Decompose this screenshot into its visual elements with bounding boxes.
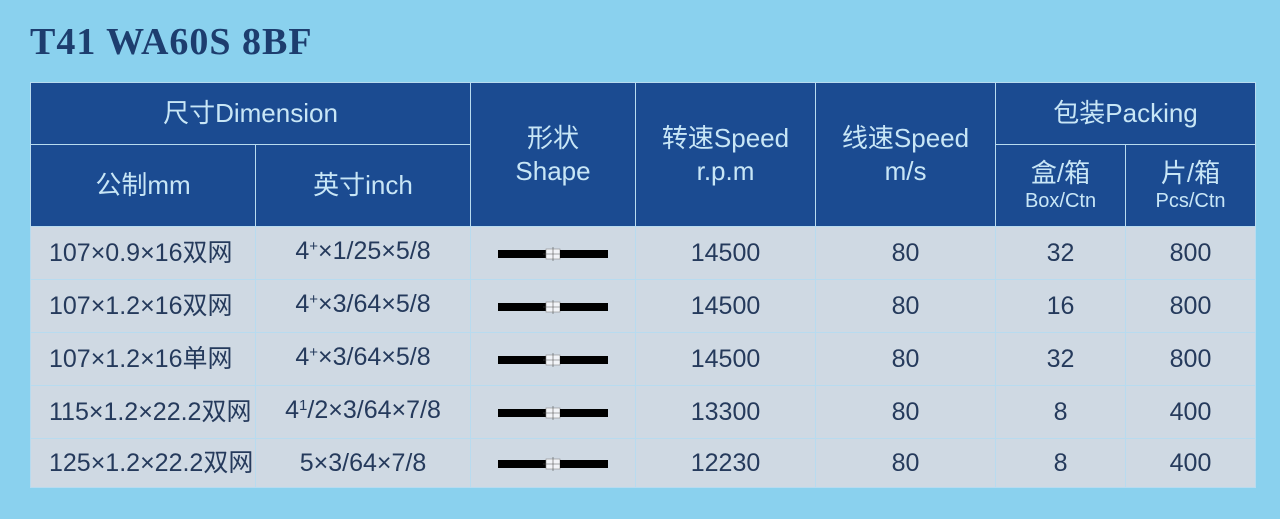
cell-shape (471, 333, 636, 386)
cell-box: 32 (996, 333, 1126, 386)
cell-mm: 107×1.2×16单网 (31, 333, 256, 386)
table-row: 115×1.2×22.2双网41/2×3/64×7/8 13300808400 (31, 386, 1256, 439)
cell-box: 32 (996, 227, 1126, 280)
cell-box: 8 (996, 439, 1126, 488)
disc-shape-icon (498, 353, 608, 367)
cell-rpm: 14500 (636, 227, 816, 280)
cell-rpm: 14500 (636, 333, 816, 386)
header-box-l1: 盒/箱 (996, 157, 1125, 190)
cell-inch: 4+×1/25×5/8 (256, 227, 471, 280)
table-row: 125×1.2×22.2双网5×3/64×7/8 12230808400 (31, 439, 1256, 488)
header-pcs: 片/箱 Pcs/Ctn (1126, 145, 1256, 227)
cell-inch: 41/2×3/64×7/8 (256, 386, 471, 439)
cell-inch: 4+×3/64×5/8 (256, 280, 471, 333)
header-mm: 公制mm (31, 145, 256, 227)
cell-mm: 107×0.9×16双网 (31, 227, 256, 280)
header-pcs-l2: Pcs/Ctn (1126, 189, 1255, 214)
disc-shape-icon (498, 247, 608, 261)
table-row: 107×1.2×16双网4+×3/64×5/8 145008016800 (31, 280, 1256, 333)
header-shape-l1: 形状 (471, 122, 635, 155)
cell-pcs: 400 (1126, 386, 1256, 439)
cell-ms: 80 (816, 280, 996, 333)
cell-box: 16 (996, 280, 1126, 333)
cell-pcs: 800 (1126, 227, 1256, 280)
cell-box: 8 (996, 386, 1126, 439)
cell-mm: 107×1.2×16双网 (31, 280, 256, 333)
cell-shape (471, 386, 636, 439)
header-box-l2: Box/Ctn (996, 189, 1125, 214)
cell-inch: 4+×3/64×5/8 (256, 333, 471, 386)
table-row: 107×0.9×16双网4+×1/25×5/8 145008032800 (31, 227, 1256, 280)
header-ms-l2: m/s (816, 155, 995, 188)
cell-ms: 80 (816, 439, 996, 488)
header-shape-l2: Shape (471, 155, 635, 188)
disc-shape-icon (498, 300, 608, 314)
disc-shape-icon (498, 457, 608, 471)
cell-shape (471, 227, 636, 280)
cell-ms: 80 (816, 227, 996, 280)
disc-shape-icon (498, 406, 608, 420)
cell-inch: 5×3/64×7/8 (256, 439, 471, 488)
header-rpm-l2: r.p.m (636, 155, 815, 188)
header-ms-l1: 线速Speed (816, 122, 995, 155)
cell-rpm: 13300 (636, 386, 816, 439)
cell-mm: 125×1.2×22.2双网 (31, 439, 256, 488)
cell-pcs: 800 (1126, 333, 1256, 386)
header-box: 盒/箱 Box/Ctn (996, 145, 1126, 227)
cell-pcs: 800 (1126, 280, 1256, 333)
header-rpm-l1: 转速Speed (636, 122, 815, 155)
header-pcs-l1: 片/箱 (1126, 157, 1255, 190)
cell-rpm: 14500 (636, 280, 816, 333)
cell-shape (471, 439, 636, 488)
cell-mm: 115×1.2×22.2双网 (31, 386, 256, 439)
page-title: T41 WA60S 8BF (30, 20, 1250, 64)
cell-pcs: 400 (1126, 439, 1256, 488)
table-row: 107×1.2×16单网4+×3/64×5/8 145008032800 (31, 333, 1256, 386)
cell-rpm: 12230 (636, 439, 816, 488)
spec-table: 尺寸Dimension 形状 Shape 转速Speed r.p.m 线速Spe… (30, 82, 1256, 488)
cell-shape (471, 280, 636, 333)
header-rpm: 转速Speed r.p.m (636, 83, 816, 227)
header-dimension: 尺寸Dimension (31, 83, 471, 145)
header-shape: 形状 Shape (471, 83, 636, 227)
cell-ms: 80 (816, 386, 996, 439)
header-inch: 英寸inch (256, 145, 471, 227)
header-ms: 线速Speed m/s (816, 83, 996, 227)
header-packing: 包装Packing (996, 83, 1256, 145)
cell-ms: 80 (816, 333, 996, 386)
